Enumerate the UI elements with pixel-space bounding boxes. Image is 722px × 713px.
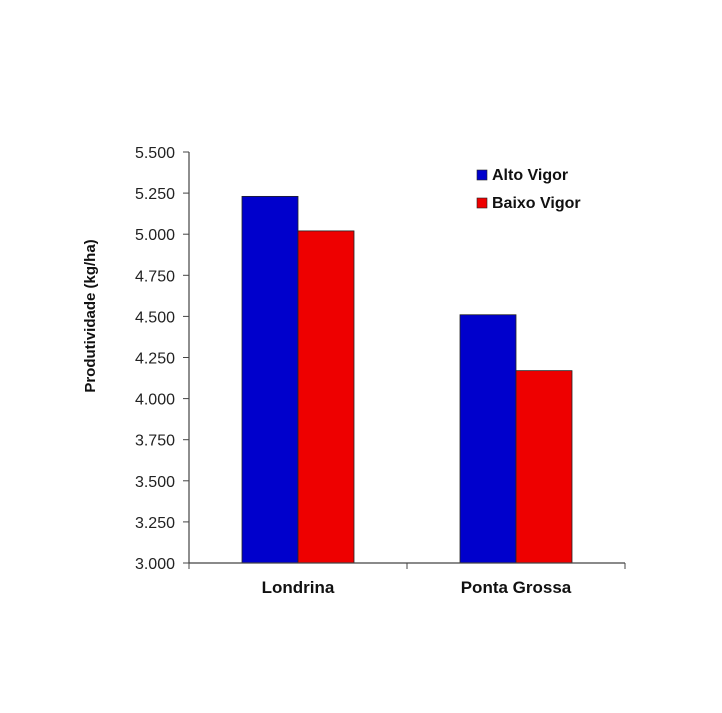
legend-label: Baixo Vigor: [492, 195, 581, 212]
y-axis-title: Produtividade (kg/ha): [82, 239, 99, 392]
y-tick-label: 3.500: [135, 474, 175, 491]
y-tick-label: 4.500: [135, 309, 175, 326]
y-tick-label: 3.000: [135, 556, 175, 573]
legend-swatch: [476, 169, 488, 181]
legend-label: Alto Vigor: [492, 167, 568, 184]
y-tick-label: 5.250: [135, 186, 175, 203]
y-tick-label: 5.000: [135, 227, 175, 244]
bar-baixo-vigor-ponta-grossa: [515, 370, 573, 564]
bar-alto-vigor-ponta-grossa: [459, 314, 517, 564]
axes: [188, 152, 626, 569]
x-tick-label: Londrina: [262, 578, 335, 597]
y-tick-label: 3.750: [135, 433, 175, 450]
bar-baixo-vigor-londrina: [297, 230, 355, 564]
bars: [241, 195, 573, 564]
legend: Alto Vigor Baixo Vigor: [476, 167, 581, 212]
legend-swatch: [476, 197, 488, 209]
y-tick-label: 4.750: [135, 268, 175, 285]
x-axis-labels: Londrina Ponta Grossa: [262, 578, 572, 597]
y-tick-label: 4.000: [135, 392, 175, 409]
x-tick-label: Ponta Grossa: [461, 578, 572, 597]
y-axis-ticks: 3.000 3.250 3.500 3.750 4.000 4.250 4.500 4.750…: [135, 145, 189, 573]
bar-alto-vigor-londrina: [241, 195, 299, 564]
y-tick-label: 5.500: [135, 145, 175, 162]
y-tick-label: 3.250: [135, 515, 175, 532]
y-tick-label: 4.250: [135, 351, 175, 368]
